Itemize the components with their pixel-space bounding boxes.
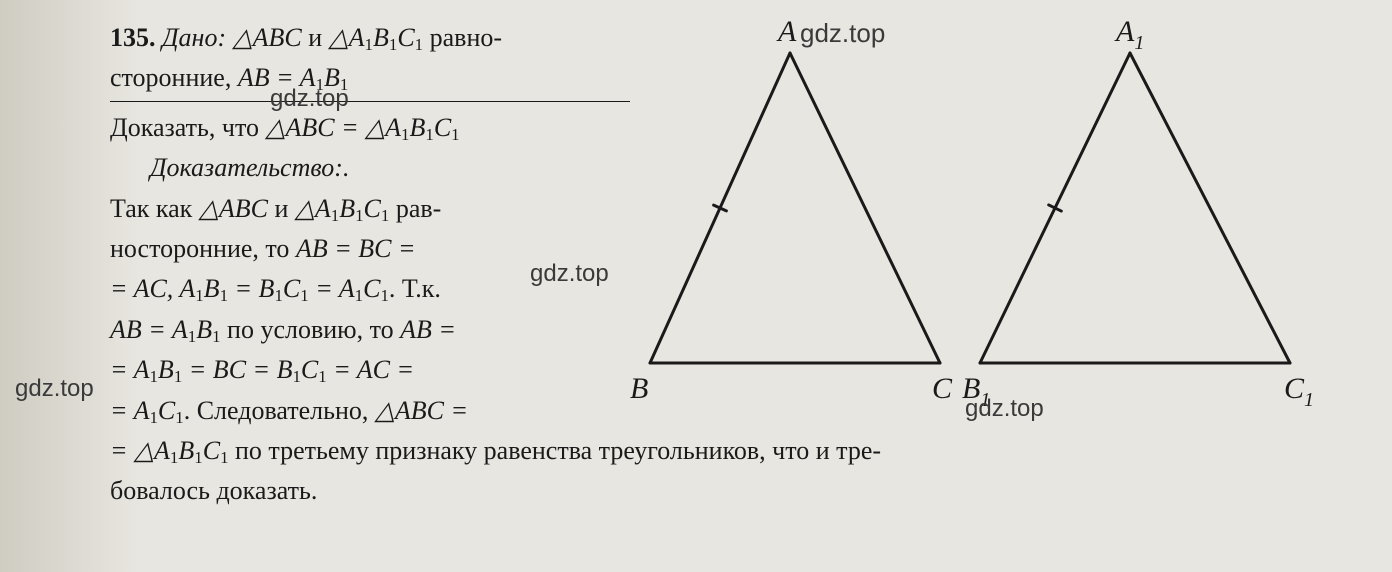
t: AB = BC = [296,234,416,263]
t: . Следовательно, [184,396,369,425]
svg-text:A: A [776,15,797,48]
t: △ABC [233,23,302,52]
t: B [158,355,174,384]
t: C [203,436,220,465]
given-line-1: 135. Дано: △ABC и △A1B1C1 равно- [110,18,630,58]
given-prefix: Дано: [162,23,226,52]
t: 1 [212,327,220,346]
proof-line-1: Так как △ABC и △A1B1C1 рав- [110,189,630,229]
svg-text:B1: B1 [962,372,990,411]
t: C [397,23,414,52]
t: B [204,274,220,303]
t: = AC = [327,355,414,384]
t: 1 [451,125,459,144]
svg-text:C1: C1 [1284,372,1314,411]
t: B [373,23,389,52]
svg-text:A1: A1 [1114,15,1144,54]
t: 1 [380,287,388,306]
t: 1 [175,408,183,427]
t: B [196,315,212,344]
t: = A [309,274,355,303]
proof-line-8: бовалось доказать. [110,471,1362,511]
t: △A [329,23,365,52]
t: = A [110,355,149,384]
t: △A [295,194,331,223]
figure-area: A B C A1 B1 C1 [630,18,1362,431]
t: 1 [174,367,182,386]
proof-heading: Доказательство:. [110,148,630,188]
t: и [308,23,322,52]
t: носторонние, то [110,234,289,263]
t: Доказать, [110,113,215,142]
t: = BC = B [182,355,292,384]
t: 1 [292,367,300,386]
t: = B [228,274,274,303]
t: B [409,113,425,142]
t: бовалось доказать. [110,476,317,505]
t: 1 [149,408,157,427]
t: = A [110,396,149,425]
t: 1 [381,206,389,225]
problem-text: 135. Дано: △ABC и △A1B1C1 равно- сторонн… [110,18,630,431]
t: 1 [220,448,228,467]
t: 1 [365,35,373,54]
proof-line-7: = △A1B1C1 по третьему признаку равенства… [110,431,1362,471]
t: △ABC = [375,396,468,425]
prove-line: Доказать, что △ABC = △A1B1C1 [110,108,630,148]
t: 1 [188,327,196,346]
t: 1 [300,287,308,306]
t: 1 [331,206,339,225]
t: = AC, A [110,274,195,303]
t: C [301,355,318,384]
proof-line-3: = AC, A1B1 = B1C1 = A1C1. Т.к. [110,269,630,309]
t: и [274,194,288,223]
t: 1 [355,206,363,225]
t: △ABC [199,194,268,223]
t: B [339,194,355,223]
proof-line-4: AB = A1B1 по условию, то AB = [110,310,630,350]
t: по третьему признаку равенства треугольн… [235,436,881,465]
t: равно- [430,23,502,52]
proof-line-6: = A1C1. Следовательно, △ABC = [110,391,630,431]
t: AB = A [110,315,188,344]
t: C [434,113,451,142]
problem-number: 135. [110,23,156,52]
t: 1 [340,76,348,95]
t: 1 [355,287,363,306]
t: Доказательство:. [150,153,349,182]
t: Так как [110,194,192,223]
t: 1 [220,287,228,306]
t: AB = A [238,63,316,92]
t: что [222,113,259,142]
svg-text:B: B [630,372,648,405]
t: B [324,63,340,92]
t: C [158,396,175,425]
divider-line [110,101,630,102]
t: 1 [194,448,202,467]
t: B [178,436,194,465]
t: сторонние, [110,63,231,92]
t: △ABC = △A [265,113,401,142]
t: C [364,194,381,223]
t: = △A [110,436,170,465]
proof-line-2: носторонние, то AB = BC = [110,229,630,269]
t: 1 [425,125,433,144]
proof-line-5: = A1B1 = BC = B1C1 = AC = [110,350,630,390]
t: 1 [195,287,203,306]
t: . Т.к. [389,274,441,303]
given-line-2: сторонние, AB = A1B1 [110,58,630,98]
t: рав- [396,194,441,223]
watermark: gdz.top [15,375,94,403]
t: 1 [149,367,157,386]
t: C [283,274,300,303]
t: 1 [316,76,324,95]
t: 1 [415,35,423,54]
t: C [363,274,380,303]
t: 1 [274,287,282,306]
svg-text:C: C [932,372,953,405]
t: AB = [400,315,456,344]
t: 1 [318,367,326,386]
triangles-figure: A B C A1 B1 C1 [630,18,1350,418]
t: по условию, то [227,315,394,344]
